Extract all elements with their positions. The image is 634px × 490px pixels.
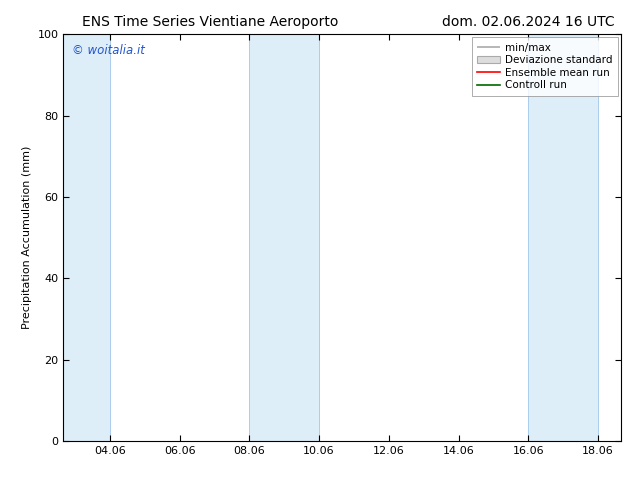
Bar xyxy=(63,34,110,441)
Bar xyxy=(528,34,598,441)
Text: dom. 02.06.2024 16 UTC: dom. 02.06.2024 16 UTC xyxy=(443,15,615,29)
Bar xyxy=(249,34,319,441)
Legend: min/max, Deviazione standard, Ensemble mean run, Controll run: min/max, Deviazione standard, Ensemble m… xyxy=(472,37,618,96)
Text: © woitalia.it: © woitalia.it xyxy=(72,45,145,57)
Text: ENS Time Series Vientiane Aeroporto: ENS Time Series Vientiane Aeroporto xyxy=(82,15,339,29)
Y-axis label: Precipitation Accumulation (mm): Precipitation Accumulation (mm) xyxy=(22,146,32,329)
